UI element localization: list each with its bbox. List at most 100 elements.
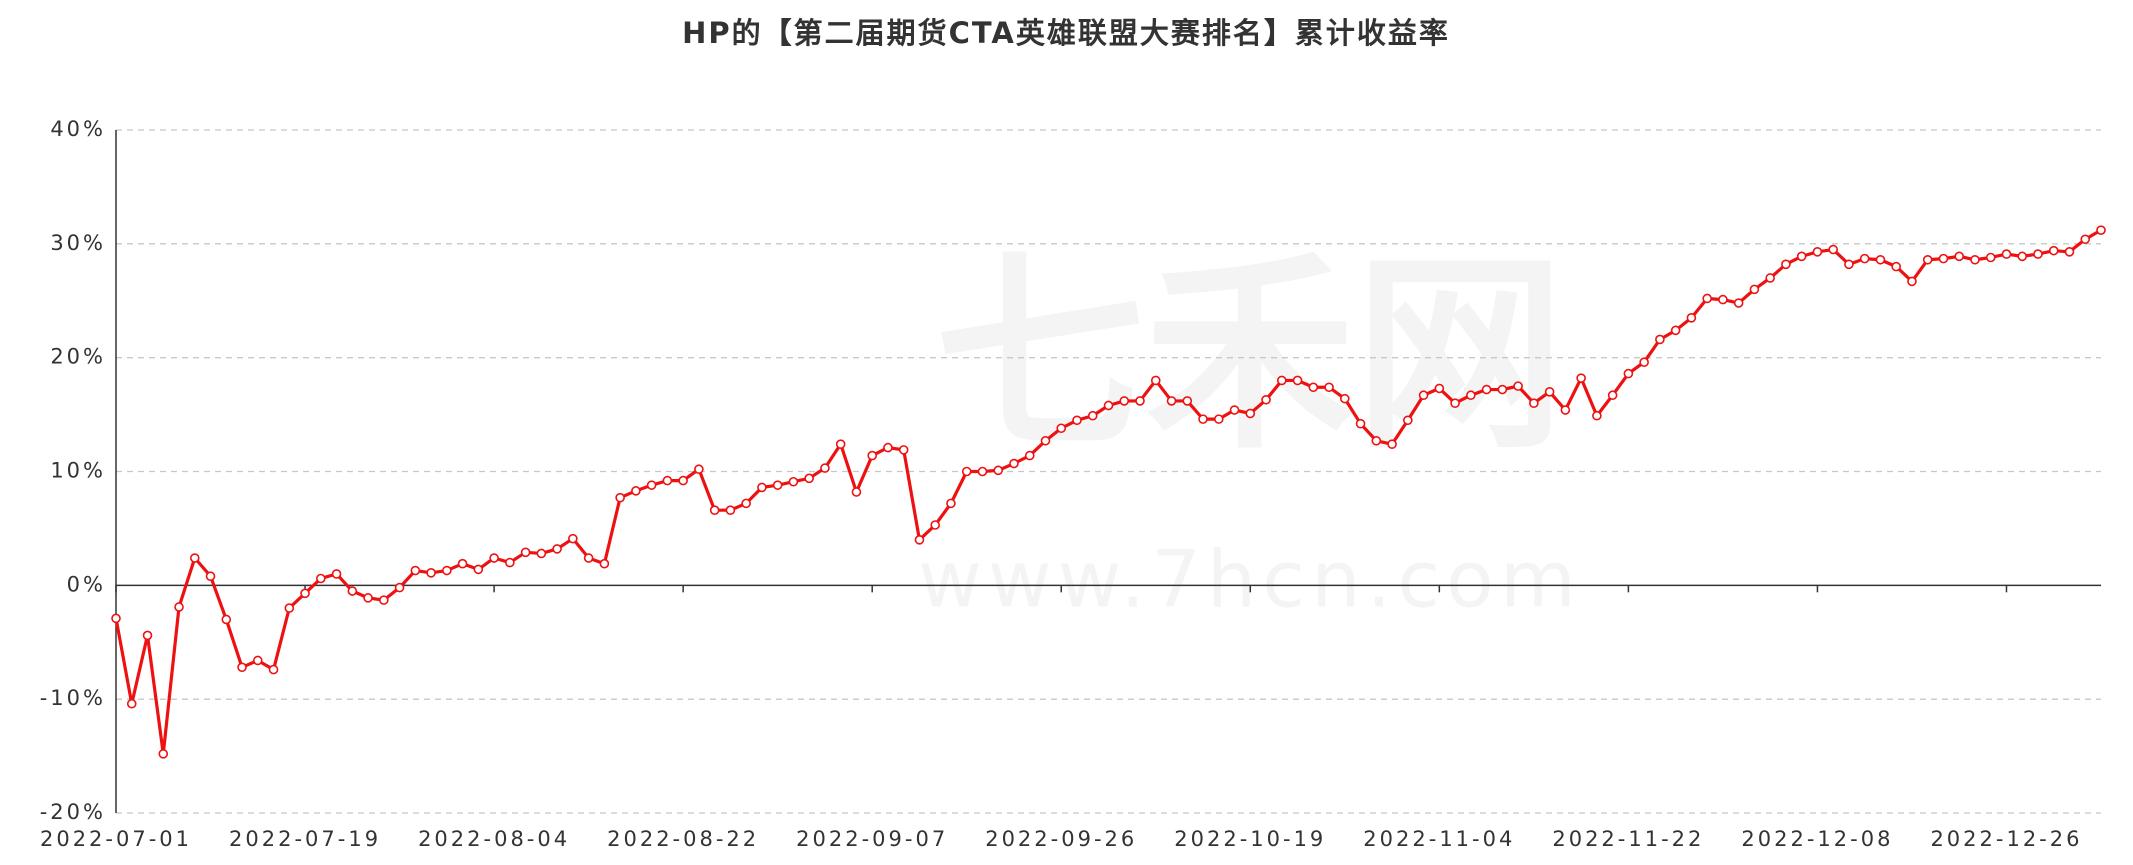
point bbox=[1387, 439, 1397, 449]
point bbox=[1844, 259, 1854, 270]
point bbox=[1324, 382, 1334, 393]
point bbox=[363, 593, 373, 603]
x-tick-label: 2022-09-26 bbox=[985, 827, 1137, 851]
point bbox=[646, 480, 657, 490]
y-tick-label: 30% bbox=[50, 231, 106, 255]
point bbox=[1749, 284, 1760, 295]
x-tick-label: 2022-07-19 bbox=[229, 827, 381, 851]
point bbox=[2096, 225, 2106, 235]
point bbox=[1182, 396, 1193, 406]
point bbox=[2048, 245, 2059, 256]
point bbox=[835, 439, 846, 449]
point bbox=[394, 582, 405, 593]
y-tick-label: -20% bbox=[40, 800, 106, 824]
point bbox=[1859, 253, 1870, 264]
point bbox=[851, 487, 862, 497]
y-tick-label: 0% bbox=[67, 572, 106, 596]
point bbox=[1686, 313, 1697, 323]
point bbox=[142, 630, 153, 641]
point bbox=[1560, 405, 1571, 415]
point bbox=[662, 475, 673, 486]
point bbox=[867, 450, 877, 461]
point bbox=[1529, 398, 1539, 409]
point bbox=[1403, 415, 1413, 426]
watermark: www.7hcn.com bbox=[918, 535, 1582, 625]
point bbox=[568, 533, 578, 544]
x-tick-label: 2022-08-22 bbox=[607, 827, 759, 851]
point bbox=[489, 553, 499, 563]
point bbox=[1985, 252, 1996, 263]
point bbox=[820, 463, 830, 473]
point bbox=[316, 573, 326, 584]
point bbox=[1702, 293, 1712, 304]
point bbox=[1639, 357, 1649, 368]
point bbox=[457, 558, 468, 569]
y-tick-label: 10% bbox=[50, 459, 106, 483]
point bbox=[284, 603, 295, 613]
point bbox=[1371, 435, 1382, 446]
point bbox=[1103, 400, 1114, 411]
point bbox=[1513, 381, 1523, 391]
point bbox=[111, 613, 121, 624]
point bbox=[252, 655, 263, 666]
chart-title: HP的【第二届期货CTA英雄联盟大赛排名】累计收益率 bbox=[682, 16, 1450, 50]
point bbox=[883, 442, 893, 453]
point bbox=[1450, 398, 1460, 409]
point bbox=[505, 557, 515, 568]
point bbox=[1135, 396, 1145, 406]
point bbox=[1481, 384, 1492, 395]
point bbox=[1292, 375, 1303, 386]
point bbox=[678, 475, 688, 486]
point bbox=[914, 534, 925, 545]
point bbox=[599, 558, 610, 569]
point bbox=[1276, 375, 1287, 386]
point bbox=[725, 505, 736, 516]
point bbox=[1355, 418, 1366, 429]
point bbox=[158, 749, 169, 759]
point bbox=[1544, 387, 1555, 397]
point bbox=[331, 569, 342, 579]
y-tick-label: 20% bbox=[50, 345, 106, 369]
x-tick-label: 2022-10-19 bbox=[1174, 827, 1326, 851]
point bbox=[1875, 254, 1886, 265]
point bbox=[977, 466, 988, 477]
point bbox=[379, 595, 389, 605]
point bbox=[1087, 410, 1098, 421]
watermark: 七禾网 bbox=[935, 233, 1565, 478]
point bbox=[583, 553, 594, 563]
point bbox=[1938, 253, 1949, 264]
point bbox=[1056, 423, 1067, 434]
x-tick-label: 2022-07-01 bbox=[40, 827, 192, 851]
x-tick-label: 2022-12-08 bbox=[1741, 827, 1893, 851]
point bbox=[1040, 435, 1051, 446]
point bbox=[1119, 396, 1130, 406]
point bbox=[536, 548, 547, 559]
point bbox=[788, 476, 799, 487]
point bbox=[2001, 249, 2012, 259]
point bbox=[1245, 408, 1256, 419]
point bbox=[1576, 373, 1586, 383]
point bbox=[473, 564, 484, 575]
y-tick-label: -10% bbox=[40, 686, 106, 710]
point bbox=[1198, 414, 1208, 424]
point bbox=[694, 464, 704, 475]
point bbox=[1072, 415, 1082, 426]
point bbox=[898, 445, 909, 455]
x-tick-label: 2022-12-26 bbox=[1930, 827, 2082, 851]
point bbox=[1670, 325, 1681, 336]
point bbox=[1623, 368, 1634, 379]
point bbox=[1434, 383, 1445, 394]
x-tick-label: 2022-08-04 bbox=[418, 827, 570, 851]
x-tick-label: 2022-11-04 bbox=[1363, 827, 1515, 851]
point bbox=[709, 505, 720, 516]
point bbox=[1213, 414, 1224, 424]
point bbox=[1765, 273, 1775, 283]
point bbox=[1718, 294, 1728, 305]
point bbox=[631, 486, 641, 496]
point bbox=[615, 492, 625, 503]
point bbox=[1891, 261, 1901, 272]
point bbox=[2064, 247, 2075, 257]
point bbox=[2017, 251, 2028, 262]
point bbox=[347, 586, 358, 596]
point bbox=[757, 482, 767, 493]
